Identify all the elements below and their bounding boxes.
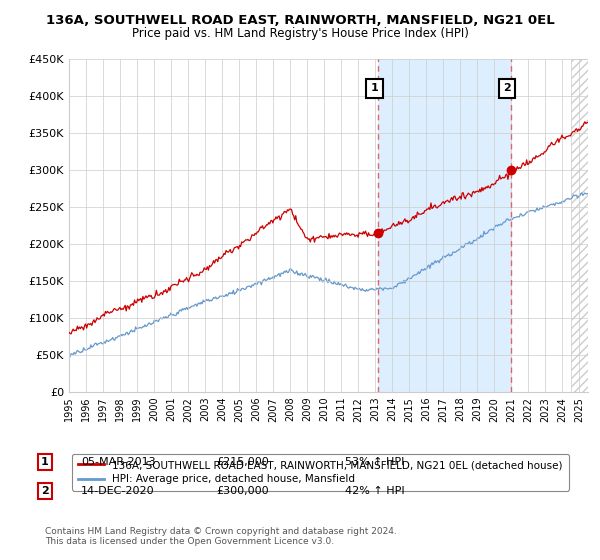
Text: 136A, SOUTHWELL ROAD EAST, RAINWORTH, MANSFIELD, NG21 0EL: 136A, SOUTHWELL ROAD EAST, RAINWORTH, MA…: [46, 14, 554, 27]
Legend: 136A, SOUTHWELL ROAD EAST, RAINWORTH, MANSFIELD, NG21 0EL (detached house), HPI:: 136A, SOUTHWELL ROAD EAST, RAINWORTH, MA…: [71, 454, 569, 491]
Text: Price paid vs. HM Land Registry's House Price Index (HPI): Price paid vs. HM Land Registry's House …: [131, 27, 469, 40]
Text: Contains HM Land Registry data © Crown copyright and database right 2024.
This d: Contains HM Land Registry data © Crown c…: [45, 526, 397, 546]
Bar: [378, 59, 511, 392]
Text: 2: 2: [41, 486, 49, 496]
Text: 14-DEC-2020: 14-DEC-2020: [81, 486, 155, 496]
Text: 2: 2: [503, 83, 511, 94]
Bar: [571, 59, 588, 392]
Text: 05-MAR-2013: 05-MAR-2013: [81, 457, 155, 467]
Text: £300,000: £300,000: [216, 486, 269, 496]
Text: 1: 1: [41, 457, 49, 467]
Text: 42% ↑ HPI: 42% ↑ HPI: [345, 486, 404, 496]
Text: £215,000: £215,000: [216, 457, 269, 467]
Text: 53% ↑ HPI: 53% ↑ HPI: [345, 457, 404, 467]
Text: 1: 1: [371, 83, 379, 94]
